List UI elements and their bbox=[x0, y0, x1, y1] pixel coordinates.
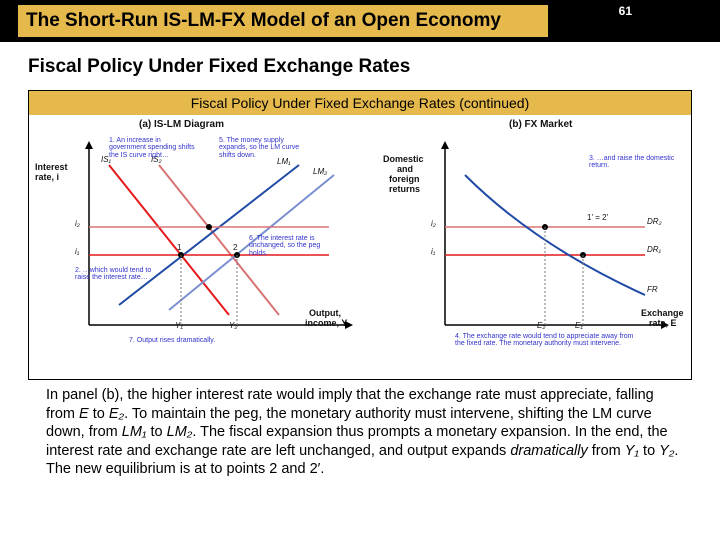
body-paragraph: In panel (b), the higher interest rate w… bbox=[46, 386, 680, 479]
body-p6: from bbox=[588, 443, 625, 459]
label-Y2: Y₂ bbox=[229, 321, 237, 330]
label-E1: E₁ bbox=[575, 321, 583, 330]
body-p4: to bbox=[146, 424, 166, 440]
callout-4: 4. The exchange rate would tend to appre… bbox=[455, 333, 635, 348]
panel-a-xlab2: income, Y bbox=[305, 319, 347, 329]
body-LM2: LM₂ bbox=[167, 424, 193, 440]
panel-a-label: (a) IS-LM Diagram bbox=[139, 119, 224, 130]
slide-title: The Short-Run IS-LM-FX Model of an Open … bbox=[26, 10, 501, 32]
label-pt1b: 1' = 2' bbox=[587, 213, 608, 222]
body-LM1: LM₁ bbox=[122, 424, 147, 440]
body-E2: E₂ bbox=[109, 406, 124, 422]
panel-b-ylab4: returns bbox=[389, 185, 420, 195]
label-i1b: i₁ bbox=[431, 247, 435, 256]
label-FR: FR bbox=[647, 285, 658, 294]
label-E2: E₂ bbox=[537, 321, 545, 330]
body-Y2: Y₂ bbox=[659, 443, 674, 459]
callout-7: 7. Output rises dramatically. bbox=[129, 337, 215, 344]
page-number: 61 bbox=[619, 4, 632, 18]
diagram-area: (a) IS-LM Diagram Interest rate, i bbox=[29, 115, 691, 379]
label-i2b: i₂ bbox=[431, 219, 436, 228]
callout-5: 5. The money supply expands, so the LM c… bbox=[219, 137, 309, 159]
callout-6: 6. The interest rate is unchanged, so th… bbox=[249, 235, 339, 257]
callout-3: 3. …and raise the domestic return. bbox=[589, 155, 679, 170]
label-pt1: 1 bbox=[177, 243, 181, 252]
figure-frame: Fiscal Policy Under Fixed Exchange Rates… bbox=[28, 90, 692, 380]
callout-2: 2. …which would tend to raise the intere… bbox=[75, 267, 165, 282]
title-bar: The Short-Run IS-LM-FX Model of an Open … bbox=[18, 5, 548, 37]
callout-1: 1. An increase in government spending sh… bbox=[109, 137, 199, 159]
slide-root: 61 The Short-Run IS-LM-FX Model of an Op… bbox=[0, 0, 720, 540]
figure-title: Fiscal Policy Under Fixed Exchange Rates… bbox=[29, 91, 691, 115]
body-p2: to bbox=[89, 406, 109, 422]
label-LM2: LM₂ bbox=[313, 167, 327, 176]
body-dram: dramatically bbox=[510, 443, 587, 459]
section-heading: Fiscal Policy Under Fixed Exchange Rates bbox=[28, 56, 410, 78]
label-pt2: 2 bbox=[233, 243, 237, 252]
panel-a-ylab2: rate, i bbox=[35, 173, 59, 183]
label-i1a: i₁ bbox=[75, 247, 79, 256]
body-E: E bbox=[79, 406, 89, 422]
label-DR2: DR₂ bbox=[647, 217, 662, 226]
label-DR1: DR₁ bbox=[647, 245, 661, 254]
panel-b-label: (b) FX Market bbox=[509, 119, 572, 130]
panel-b-xlab2: rate, E bbox=[649, 319, 677, 329]
body-Y1: Y₁ bbox=[625, 443, 639, 459]
label-Y1: Y₁ bbox=[175, 321, 183, 330]
body-p7: to bbox=[639, 443, 659, 459]
label-i2a: i₂ bbox=[75, 219, 80, 228]
